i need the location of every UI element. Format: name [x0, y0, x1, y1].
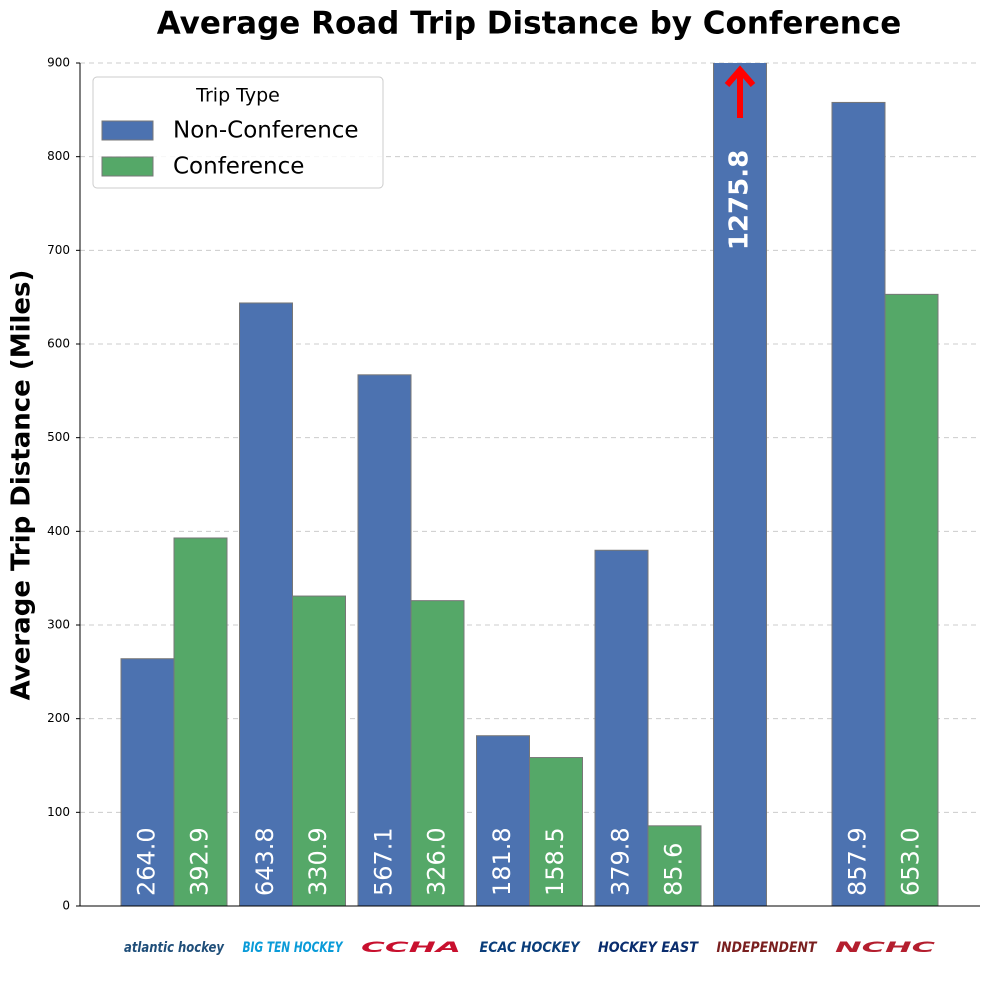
bar	[647, 825, 702, 906]
bars	[120, 63, 939, 906]
bar	[357, 374, 412, 906]
overflow-arrow-head	[724, 65, 756, 87]
bar	[713, 63, 767, 906]
legend-title: Trip Type	[195, 85, 280, 107]
bar	[173, 537, 228, 906]
legend-box	[92, 76, 384, 189]
value-label: 653.0	[897, 827, 925, 896]
x-tick-label: atlantic hockey	[124, 940, 225, 956]
bar	[884, 293, 939, 906]
value-label: 158.5	[541, 827, 569, 896]
x-tick-label: BIG TEN HOCKEY	[243, 940, 344, 956]
value-label: 1275.8	[725, 150, 755, 250]
value-label: 379.8	[607, 827, 635, 896]
value-label: 392.9	[186, 827, 214, 896]
value-label: 264.0	[133, 827, 161, 896]
bar	[239, 302, 293, 906]
y-tick-label: 200	[47, 711, 70, 725]
value-label: 326.0	[423, 827, 451, 896]
y-axis-label: Average Trip Distance (Miles)	[7, 270, 37, 701]
x-tick-label: NCHC	[835, 940, 937, 956]
x-tick-label: HOCKEY EAST	[598, 940, 699, 956]
y-tick-label: 800	[47, 149, 70, 163]
y-tick-label: 600	[47, 337, 70, 351]
y-tick-label: 900	[47, 56, 70, 70]
overlay: 264.0 392.9 643.8 330.9 567.1 326.0 181.8 158.5…	[133, 65, 925, 896]
bar	[292, 595, 346, 906]
legend-swatch	[101, 120, 154, 141]
bar	[594, 549, 649, 906]
value-label: 85.6	[660, 843, 688, 896]
value-label: 857.9	[844, 827, 872, 896]
x-tick-label: ECAC HOCKEY	[480, 940, 582, 956]
bar	[410, 600, 465, 906]
bar	[529, 757, 583, 906]
bar	[831, 101, 886, 906]
y-tick-label: 400	[47, 524, 70, 538]
chart-title: Average Road Trip Distance by Conference	[157, 6, 901, 42]
y-tick-label: 700	[47, 243, 70, 257]
y-tick-label: 100	[47, 805, 70, 819]
value-label: 330.9	[304, 827, 332, 896]
y-tick-label: 300	[47, 618, 70, 632]
value-label: 643.8	[251, 827, 279, 896]
value-label: 181.8	[488, 827, 516, 896]
value-label: 567.1	[370, 827, 398, 896]
grid	[80, 62, 980, 813]
legend-label: Non-Conference	[173, 118, 359, 144]
y-tick-label: 0	[62, 899, 70, 913]
y-tick-label: 500	[47, 430, 70, 444]
x-tick-label: INDEPENDENT	[717, 940, 818, 956]
legend-label: Conference	[173, 154, 304, 180]
bar	[476, 735, 530, 906]
legend-swatch	[101, 156, 154, 177]
x-tick-label: CCHA	[361, 940, 461, 956]
